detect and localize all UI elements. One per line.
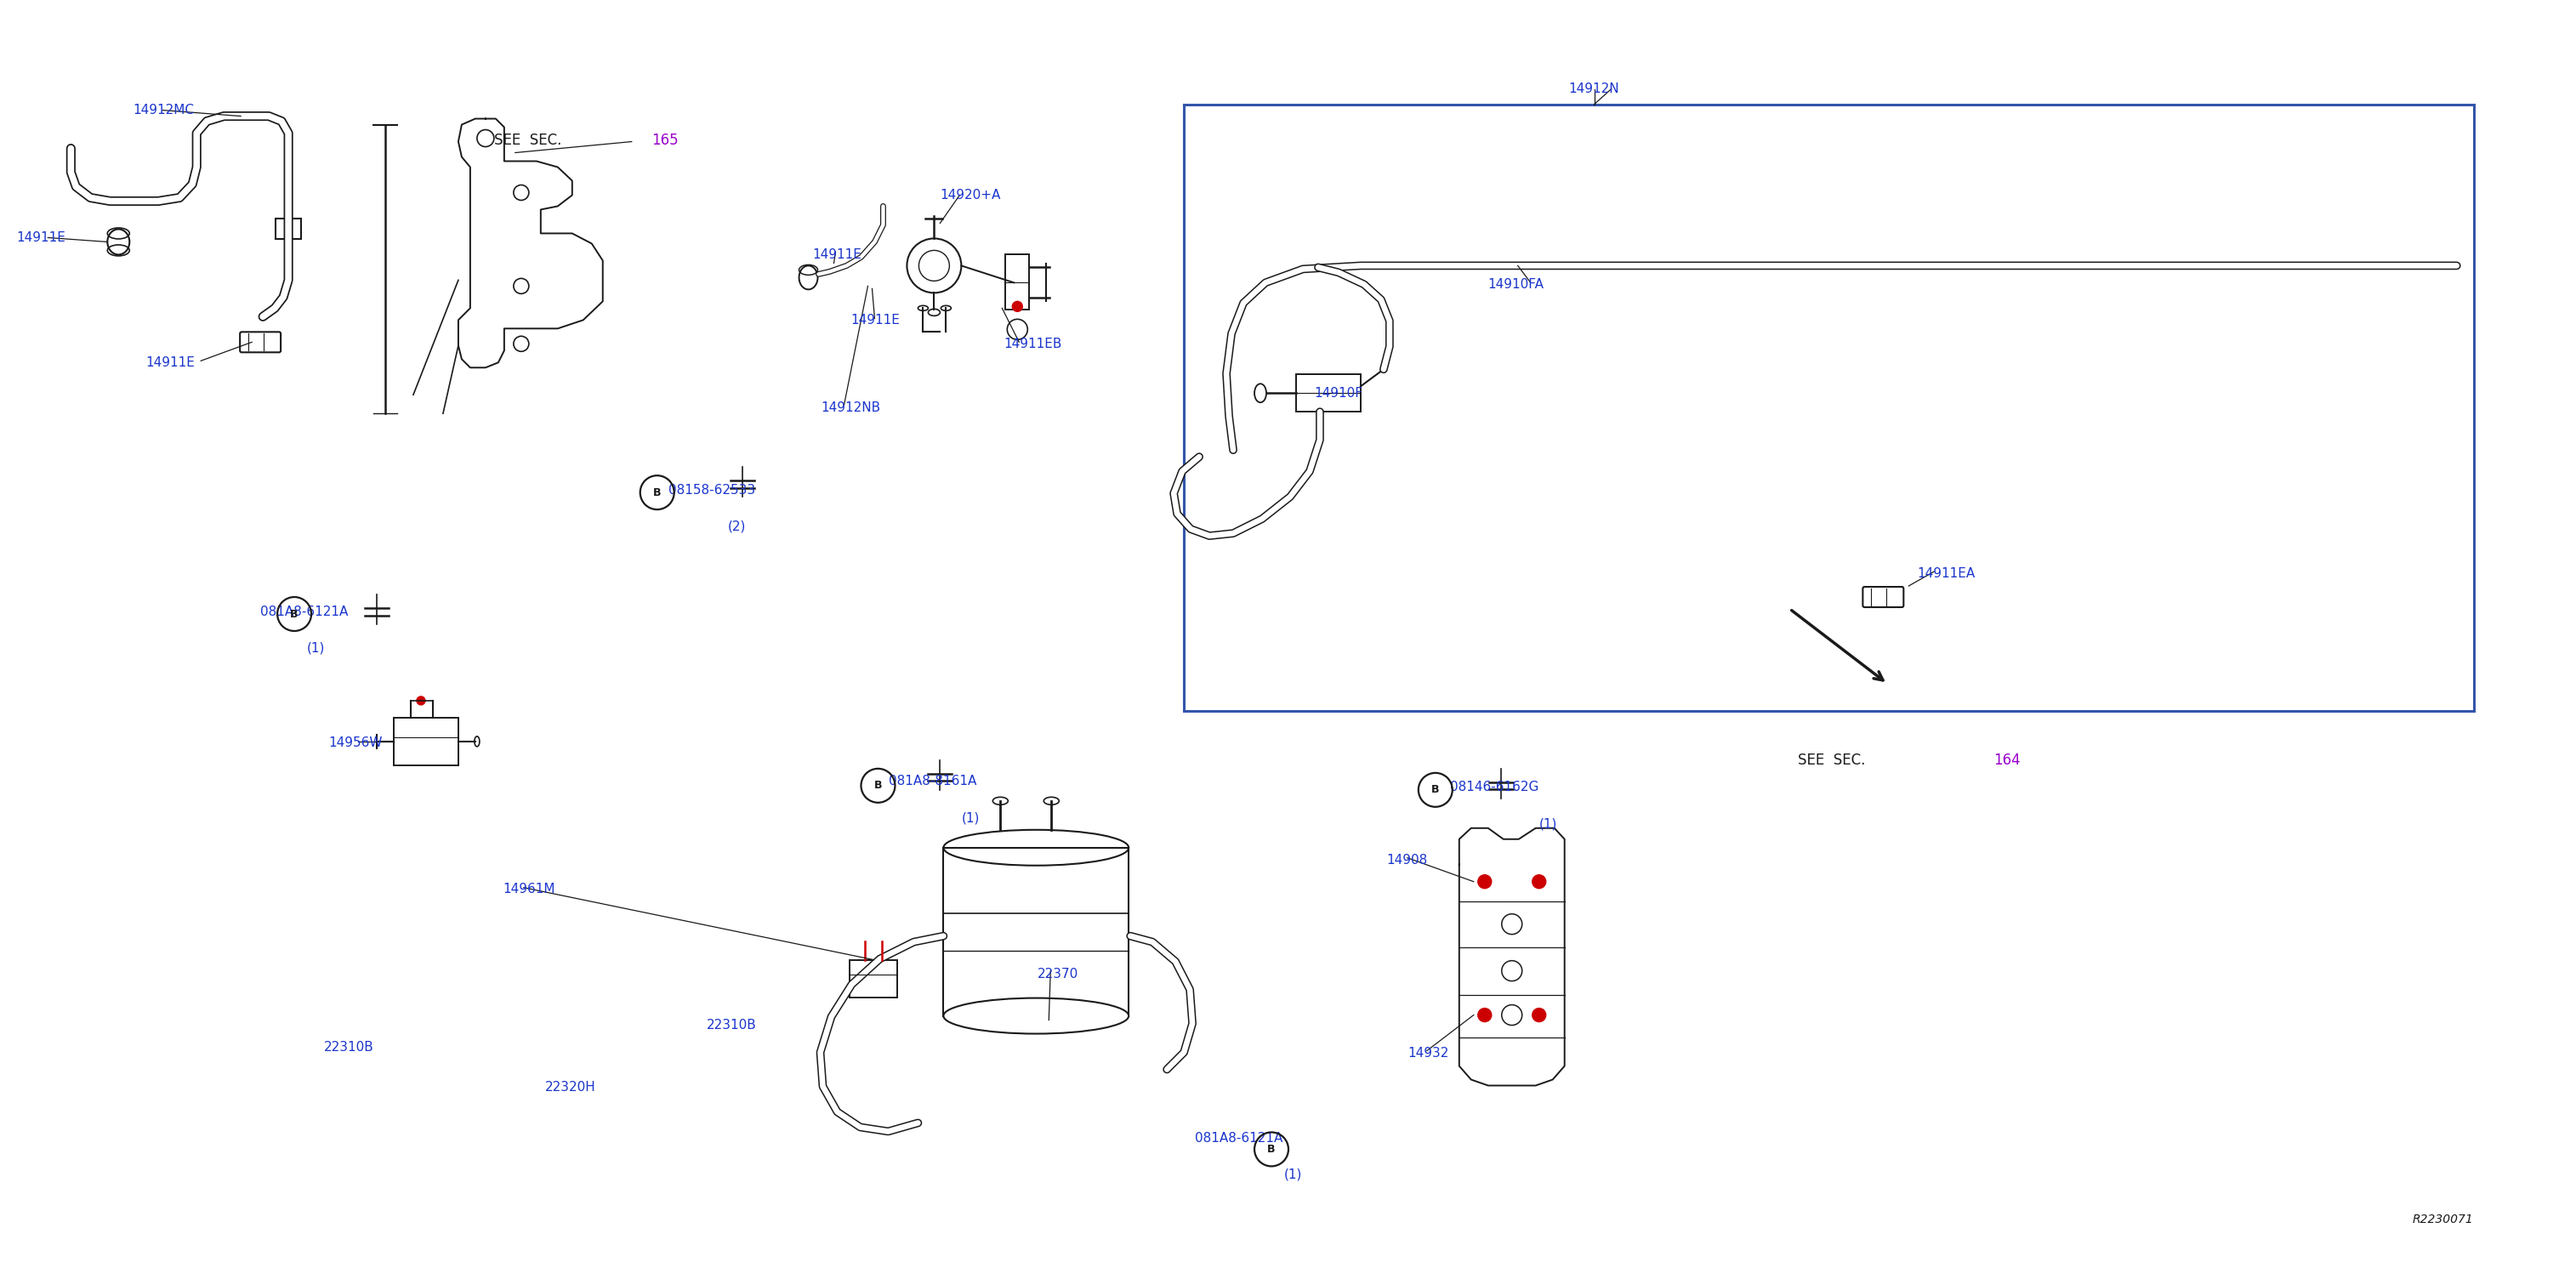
Text: 14911EB: 14911EB — [1005, 337, 1061, 351]
Text: B: B — [654, 487, 662, 498]
Text: (1): (1) — [961, 811, 979, 824]
Text: 14961M: 14961M — [502, 883, 554, 896]
Text: 14912N: 14912N — [1569, 82, 1620, 96]
Bar — [1185, 105, 2473, 711]
Text: 22310B: 22310B — [325, 1041, 374, 1054]
Text: SEE  SEC.: SEE SEC. — [495, 133, 562, 148]
Text: 14911EA: 14911EA — [1917, 567, 1976, 579]
Text: 164: 164 — [1994, 752, 2020, 767]
Ellipse shape — [943, 998, 1128, 1034]
Text: 14911E: 14911E — [811, 249, 863, 261]
Text: 081A8-8161A: 081A8-8161A — [889, 775, 976, 787]
Text: 14911E: 14911E — [15, 231, 67, 244]
Bar — [943, 848, 1128, 1016]
Text: 14912NB: 14912NB — [822, 401, 881, 414]
Text: 22370: 22370 — [1038, 968, 1079, 981]
Circle shape — [1012, 302, 1023, 312]
Text: B: B — [291, 608, 299, 620]
Circle shape — [1479, 1008, 1492, 1022]
Circle shape — [417, 697, 425, 705]
Text: (1): (1) — [1538, 818, 1558, 830]
Text: 08158-62533: 08158-62533 — [667, 483, 755, 496]
Text: 165: 165 — [652, 133, 677, 148]
Text: (1): (1) — [1285, 1169, 1303, 1181]
Text: 14912MC: 14912MC — [134, 103, 193, 116]
Text: 14910FA: 14910FA — [1489, 278, 1543, 290]
Text: (1): (1) — [307, 641, 325, 655]
Bar — [394, 718, 459, 765]
Text: 08146-6162G: 08146-6162G — [1450, 781, 1538, 794]
Text: 14956W: 14956W — [327, 737, 381, 750]
Bar — [1005, 255, 1030, 310]
Text: 14910F: 14910F — [1314, 386, 1363, 400]
Bar — [276, 218, 301, 240]
Bar — [850, 960, 896, 997]
Bar — [1296, 375, 1360, 411]
Circle shape — [1533, 875, 1546, 888]
Text: 22320H: 22320H — [546, 1080, 595, 1094]
Text: B: B — [873, 780, 881, 791]
Text: (2): (2) — [726, 520, 747, 533]
Text: 14932: 14932 — [1406, 1047, 1448, 1060]
Text: 14911E: 14911E — [850, 314, 899, 327]
Circle shape — [1533, 1008, 1546, 1022]
Text: 22310B: 22310B — [706, 1018, 757, 1031]
Text: B: B — [1267, 1143, 1275, 1155]
Circle shape — [1479, 875, 1492, 888]
Text: 081A8-6121A: 081A8-6121A — [260, 604, 348, 618]
Text: 14920+A: 14920+A — [940, 189, 999, 202]
Text: 14911E: 14911E — [147, 356, 196, 369]
Text: B: B — [1432, 785, 1440, 795]
Text: R2230071: R2230071 — [2414, 1214, 2473, 1225]
Text: SEE  SEC.: SEE SEC. — [1798, 752, 1865, 767]
Text: 081A8-6121A: 081A8-6121A — [1195, 1132, 1283, 1145]
Text: 14908: 14908 — [1386, 854, 1427, 867]
